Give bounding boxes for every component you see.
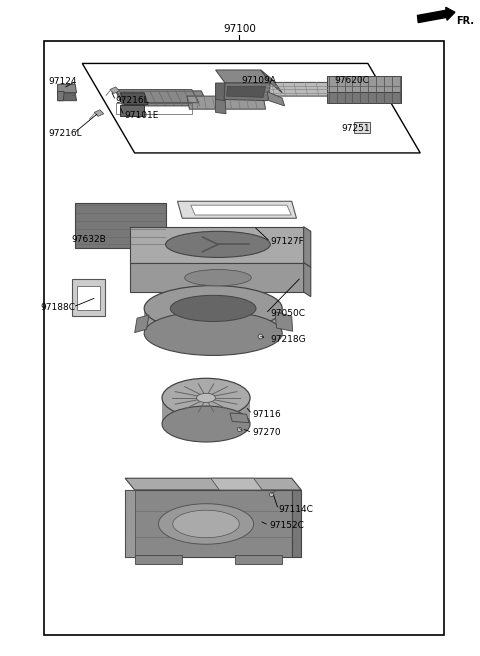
Polygon shape — [230, 413, 249, 422]
Polygon shape — [120, 104, 144, 115]
Text: 97216L: 97216L — [116, 96, 149, 105]
Polygon shape — [120, 93, 148, 104]
Text: 97101E: 97101E — [124, 112, 158, 120]
Polygon shape — [58, 93, 77, 100]
Polygon shape — [162, 398, 250, 424]
Ellipse shape — [173, 510, 240, 538]
Ellipse shape — [196, 394, 216, 403]
Polygon shape — [216, 70, 270, 83]
Polygon shape — [125, 478, 301, 490]
Polygon shape — [135, 556, 182, 564]
Text: 97620C: 97620C — [335, 76, 370, 85]
Text: 97152C: 97152C — [269, 521, 304, 530]
Polygon shape — [116, 91, 208, 106]
Polygon shape — [235, 556, 282, 564]
Text: 97270: 97270 — [252, 428, 281, 437]
Polygon shape — [275, 312, 293, 331]
Polygon shape — [58, 92, 64, 100]
Text: 97100: 97100 — [223, 24, 256, 35]
Text: 97218G: 97218G — [270, 335, 306, 344]
Polygon shape — [75, 203, 166, 249]
Text: FR.: FR. — [456, 16, 474, 26]
Ellipse shape — [144, 285, 282, 331]
Polygon shape — [135, 315, 149, 333]
Polygon shape — [211, 478, 262, 490]
Polygon shape — [110, 87, 120, 94]
Text: 97116: 97116 — [252, 410, 281, 419]
Polygon shape — [187, 96, 265, 109]
FancyArrow shape — [418, 7, 455, 22]
Text: 97632B: 97632B — [72, 236, 107, 244]
Polygon shape — [292, 490, 301, 557]
Text: 97216L: 97216L — [48, 129, 82, 138]
Polygon shape — [261, 83, 330, 96]
Bar — [44, 41, 444, 635]
Polygon shape — [224, 83, 270, 100]
Text: 97188C: 97188C — [40, 302, 75, 312]
Polygon shape — [178, 201, 297, 218]
Ellipse shape — [166, 232, 270, 257]
Polygon shape — [77, 285, 100, 310]
Polygon shape — [125, 490, 135, 557]
Polygon shape — [130, 262, 304, 292]
Text: 97050C: 97050C — [270, 309, 305, 318]
Polygon shape — [267, 92, 285, 106]
Ellipse shape — [162, 379, 250, 417]
Ellipse shape — [170, 295, 256, 321]
Polygon shape — [227, 87, 265, 97]
Ellipse shape — [158, 504, 253, 544]
Polygon shape — [130, 227, 304, 262]
Polygon shape — [191, 205, 291, 215]
Polygon shape — [216, 83, 225, 102]
Text: 97251: 97251 — [342, 123, 371, 133]
Polygon shape — [125, 490, 292, 557]
Text: 97114C: 97114C — [278, 505, 313, 514]
Polygon shape — [216, 99, 226, 113]
Text: 97124: 97124 — [48, 77, 76, 85]
Polygon shape — [304, 227, 311, 267]
Polygon shape — [327, 92, 401, 102]
Polygon shape — [261, 70, 282, 93]
Text: 97127F: 97127F — [270, 237, 304, 246]
Polygon shape — [144, 308, 282, 333]
Polygon shape — [72, 279, 105, 316]
Text: 97109A: 97109A — [242, 76, 276, 85]
Polygon shape — [354, 121, 370, 133]
Ellipse shape — [185, 270, 251, 286]
Ellipse shape — [162, 406, 250, 442]
Polygon shape — [58, 85, 77, 93]
Ellipse shape — [144, 311, 282, 356]
Polygon shape — [327, 76, 401, 92]
Polygon shape — [94, 110, 104, 116]
Polygon shape — [304, 262, 311, 297]
